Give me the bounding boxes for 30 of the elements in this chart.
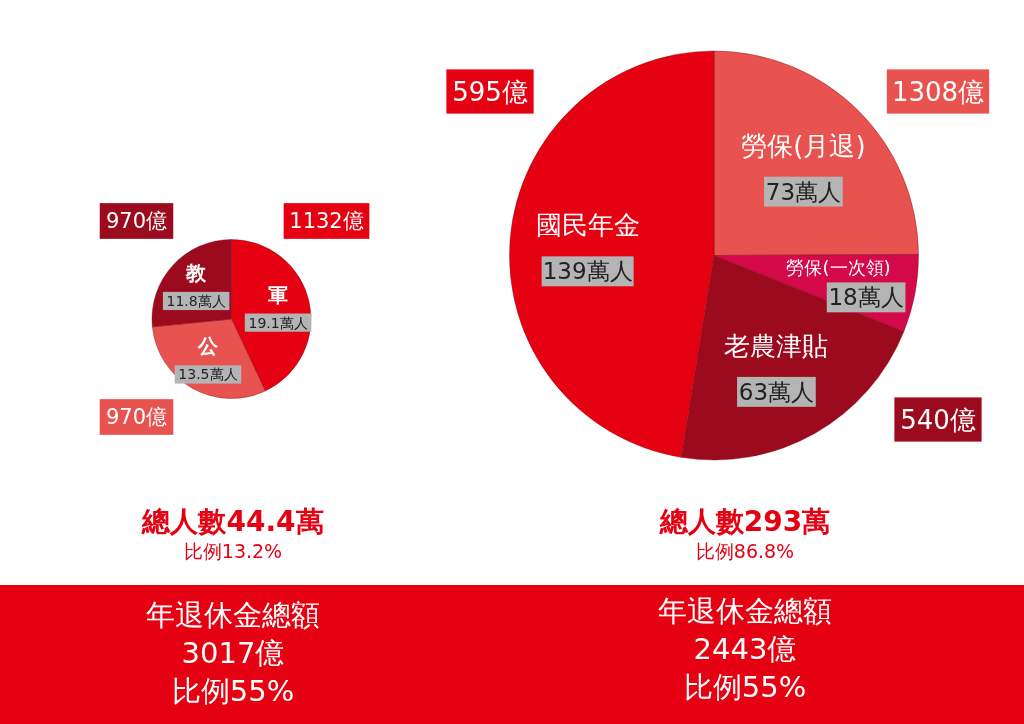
text: 2443億	[693, 632, 797, 666]
text: 總人數293萬	[658, 504, 831, 538]
data-label: 19.1萬人	[248, 314, 308, 331]
text: 970億	[105, 209, 168, 233]
text: 540億	[900, 404, 976, 435]
data-label: 13.5萬人	[178, 366, 238, 383]
data-label: 18萬人	[828, 284, 904, 311]
slice-label: 勞保(一次領)	[786, 256, 891, 278]
data-label: 73萬人	[765, 178, 842, 205]
text: 年退休金總額	[658, 594, 832, 628]
data-label: 11.8萬人	[166, 292, 226, 309]
text: 總人數44.4萬	[141, 504, 324, 538]
text: 1132億	[289, 209, 364, 233]
text: 年退休金總額	[146, 598, 320, 632]
slice-label: 老農津貼	[724, 330, 829, 361]
slice-label: 教	[185, 260, 208, 285]
text: 比例13.2%	[183, 540, 283, 562]
slice-label: 國民年金	[535, 210, 640, 241]
data-label: 63萬人	[738, 378, 815, 405]
data-label: 139萬人	[542, 258, 633, 285]
text: 970億	[105, 405, 168, 429]
text: 比例55%	[683, 670, 807, 704]
text: 3017億	[181, 636, 285, 670]
text: 比例86.8%	[695, 540, 795, 562]
slice-label: 勞保(月退)	[741, 130, 866, 161]
text: 595億	[452, 76, 528, 107]
text: 比例55%	[171, 674, 295, 708]
slice-label: 公	[196, 334, 219, 359]
slice-label: 軍	[268, 282, 289, 307]
text: 1308億	[891, 76, 985, 107]
